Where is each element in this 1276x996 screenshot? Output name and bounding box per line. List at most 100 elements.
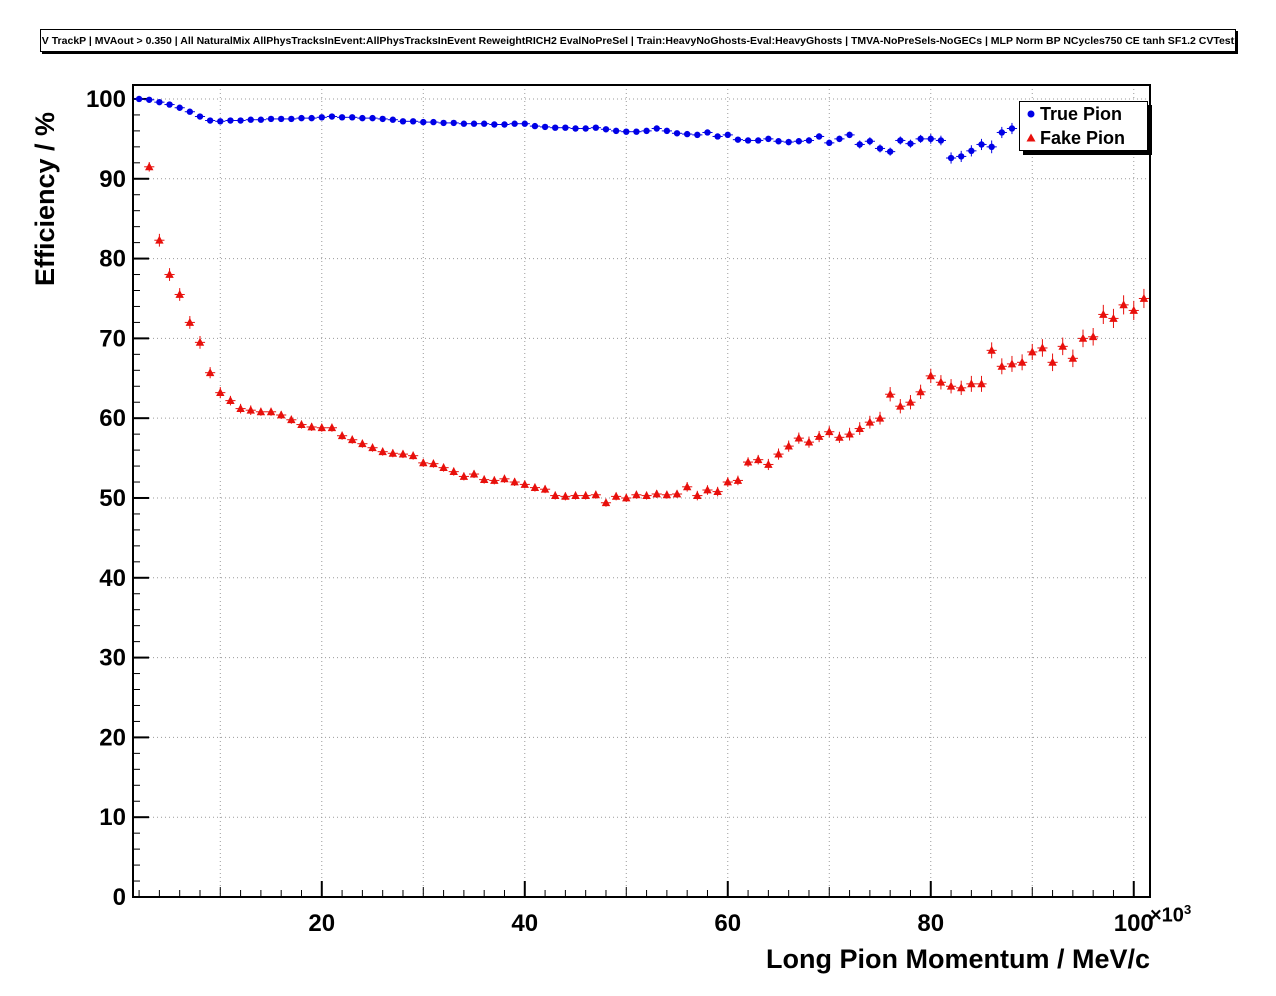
data-point-circle — [217, 118, 224, 125]
data-point-triangle — [723, 477, 732, 486]
series-true-pion — [134, 95, 1018, 164]
data-point-triangle — [398, 449, 408, 458]
y-tick-label: 90 — [99, 166, 126, 193]
data-point-circle — [876, 145, 884, 152]
data-point-circle — [785, 138, 792, 146]
data-point-triangle — [743, 457, 753, 466]
data-point-circle — [521, 120, 528, 127]
data-point-circle — [582, 125, 589, 132]
data-point-triangle — [337, 431, 347, 440]
data-point-circle — [328, 113, 336, 120]
data-point-triangle — [378, 447, 387, 456]
data-point-circle — [826, 139, 833, 147]
data-point-triangle — [916, 387, 925, 396]
data-point-circle — [633, 128, 640, 135]
data-point-circle — [755, 137, 762, 144]
data-point-triangle — [1028, 347, 1037, 356]
data-point-triangle — [358, 439, 367, 448]
data-point-circle — [775, 138, 782, 145]
plot-frame — [132, 84, 1151, 898]
data-point-circle — [288, 115, 295, 123]
data-point-triangle — [693, 490, 702, 499]
data-point-circle — [156, 98, 163, 106]
data-point-triangle — [216, 388, 225, 397]
data-point-triangle — [875, 413, 885, 422]
data-point-circle — [359, 114, 366, 122]
data-point-circle — [399, 118, 407, 125]
data-point-triangle — [195, 337, 205, 346]
data-point-circle — [186, 108, 194, 115]
data-point-triangle — [276, 410, 286, 419]
x-tick-label: 100 — [1114, 910, 1154, 937]
data-point-circle — [308, 114, 315, 122]
data-point-triangle — [1007, 359, 1017, 368]
data-point-circle — [704, 129, 711, 136]
data-point-circle — [805, 137, 813, 144]
data-point-circle — [653, 125, 660, 132]
data-point-triangle — [642, 490, 651, 499]
data-point-circle — [663, 127, 671, 135]
data-point-triangle — [835, 432, 844, 441]
data-point-triangle — [155, 235, 164, 244]
data-point-circle — [267, 115, 275, 123]
circle-marker-icon — [1027, 110, 1035, 118]
data-point-triangle — [632, 490, 641, 499]
data-point-triangle — [226, 396, 235, 405]
data-point-triangle — [1109, 313, 1118, 322]
data-point-triangle — [145, 162, 154, 171]
data-point-triangle — [419, 458, 428, 467]
data-point-circle — [927, 135, 934, 143]
data-point-triangle — [459, 471, 469, 480]
data-point-triangle — [814, 431, 824, 440]
data-point-circle — [460, 120, 468, 127]
data-point-triangle — [611, 491, 621, 500]
x-tick-label: 60 — [714, 910, 741, 937]
data-point-triangle — [317, 423, 326, 432]
data-point-triangle — [500, 474, 509, 483]
y-tick-label: 40 — [99, 565, 126, 592]
data-point-circle — [683, 130, 691, 138]
legend: True Pion Fake Pion — [1019, 101, 1148, 151]
data-point-triangle — [1017, 357, 1027, 366]
x-axis-scale-base: ×10 — [1150, 904, 1184, 927]
data-point-circle — [897, 137, 904, 144]
y-tick-label: 30 — [99, 645, 126, 672]
y-tick-label: 60 — [99, 405, 126, 432]
data-point-triangle — [622, 493, 631, 502]
x-tick-label: 20 — [308, 910, 335, 937]
y-tick-label: 20 — [99, 724, 126, 751]
data-point-triangle — [601, 498, 611, 507]
legend-entry: True Pion — [1020, 103, 1147, 125]
legend-label: Fake Pion — [1040, 127, 1126, 148]
y-tick-label: 0 — [113, 884, 126, 911]
data-point-circle — [176, 104, 183, 111]
x-tick-label: 40 — [511, 910, 538, 937]
data-point-triangle — [703, 485, 712, 494]
data-point-triangle — [1078, 333, 1088, 342]
data-point-circle — [714, 133, 721, 140]
data-point-triangle — [561, 491, 570, 500]
data-point-circle — [552, 124, 559, 131]
data-point-triangle — [368, 443, 377, 452]
data-point-circle — [846, 131, 853, 139]
x-axis-scale-label: ×103 — [1150, 902, 1191, 928]
data-point-triangle — [794, 433, 804, 442]
data-point-circle — [501, 121, 508, 128]
data-point-triangle — [926, 371, 935, 380]
data-point-triangle — [439, 463, 448, 472]
data-point-triangle — [764, 459, 773, 468]
data-point-triangle — [297, 419, 306, 428]
data-point-circle — [947, 154, 955, 162]
y-tick-label: 50 — [99, 485, 126, 512]
data-point-circle — [917, 135, 924, 143]
data-point-triangle — [266, 407, 276, 416]
data-point-triangle — [510, 477, 519, 486]
data-point-triangle — [307, 422, 316, 431]
series-fake-pion — [144, 162, 1149, 507]
data-point-circle — [511, 120, 518, 127]
data-point-triangle — [865, 417, 875, 426]
y-axis-label: Efficiency / % — [30, 111, 60, 286]
data-point-triangle — [733, 475, 743, 484]
